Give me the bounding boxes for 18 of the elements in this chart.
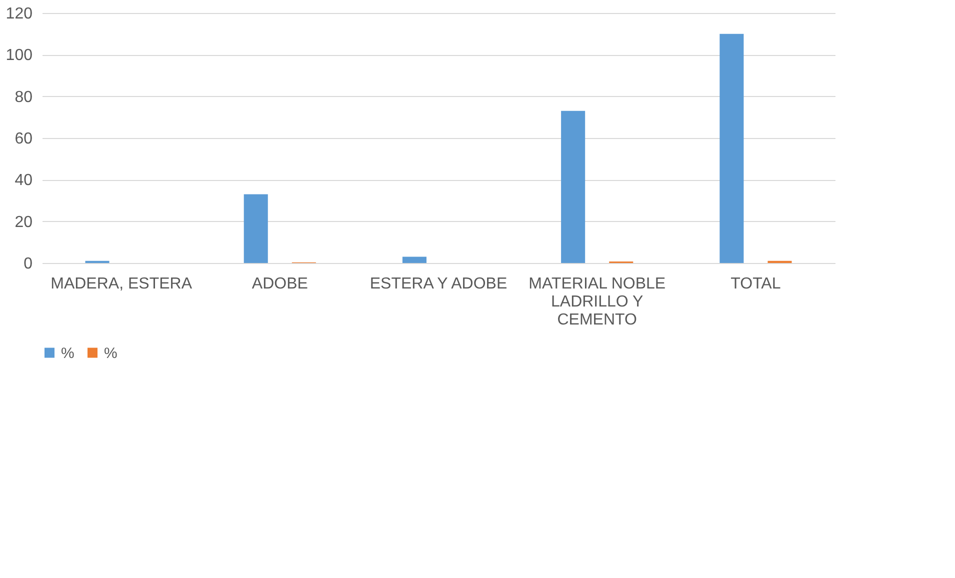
y-tick-label: 120	[6, 6, 33, 22]
x-tick-label: ESTERA Y ADOBE	[370, 276, 508, 292]
x-tick-label: ADOBE	[252, 276, 308, 292]
y-tick-label: 100	[6, 47, 33, 64]
legend-label: %	[61, 344, 74, 362]
legend-label: %	[104, 344, 118, 362]
x-tick-label: TOTAL	[730, 276, 781, 292]
bar	[561, 110, 586, 263]
bar	[720, 34, 744, 263]
bar	[244, 194, 268, 263]
y-tick-label: 40	[14, 172, 33, 190]
x-tick-label: MATERIAL NOBLE LADRILLO Y CEMENTO	[528, 276, 666, 328]
y-tick-label: 20	[14, 214, 33, 231]
y-tick-label: 0	[24, 256, 33, 272]
y-tick-label: 60	[14, 130, 33, 148]
bar	[402, 256, 426, 263]
y-tick-label: 80	[14, 88, 33, 106]
x-tick-label: MADERA, ESTERA	[50, 276, 192, 292]
